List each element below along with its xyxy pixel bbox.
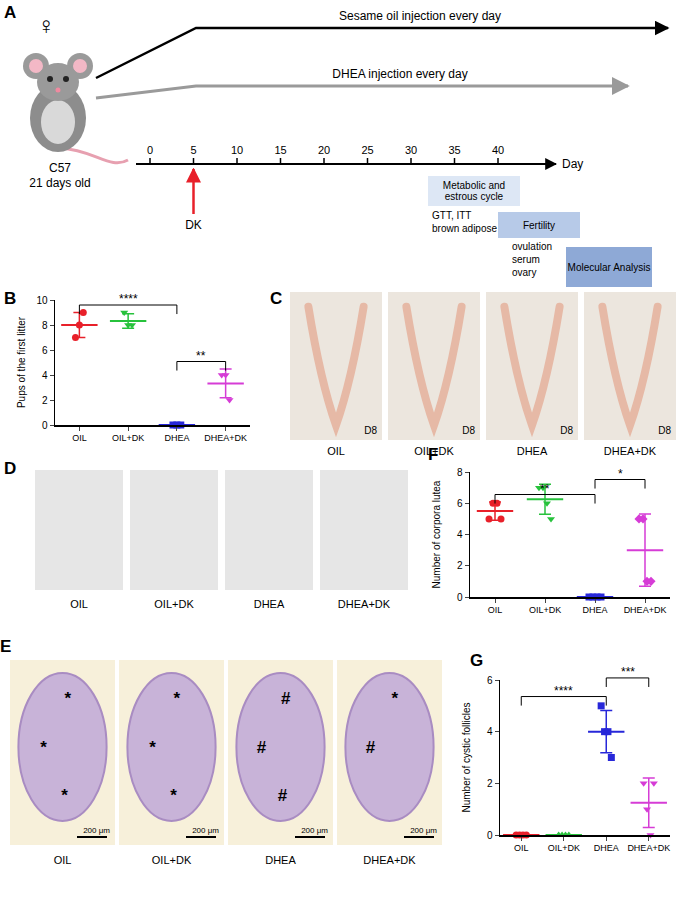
svg-text:6: 6 — [487, 675, 493, 686]
svg-text:C57: C57 — [49, 161, 71, 175]
svg-text:4: 4 — [42, 370, 48, 381]
svg-text:200 μm: 200 μm — [192, 826, 219, 835]
svg-text:**: ** — [540, 482, 550, 496]
svg-text:OIL: OIL — [70, 598, 88, 610]
svg-text:Sesame oil injection every day: Sesame oil injection every day — [339, 9, 501, 23]
svg-text:0: 0 — [487, 830, 493, 841]
svg-text:Number of cystic follicles: Number of cystic follicles — [461, 702, 472, 812]
svg-text:2: 2 — [42, 395, 48, 406]
svg-text:0: 0 — [147, 144, 153, 156]
svg-text:20: 20 — [318, 144, 330, 156]
svg-text:21 days old: 21 days old — [29, 176, 90, 190]
svg-text:****: **** — [119, 292, 138, 306]
svg-text:OIL+DK: OIL+DK — [112, 433, 144, 443]
svg-text:4: 4 — [457, 529, 463, 540]
svg-text:4: 4 — [487, 726, 493, 737]
svg-text:C: C — [270, 289, 282, 308]
svg-text:2: 2 — [487, 778, 493, 789]
svg-text:OIL: OIL — [72, 433, 87, 443]
svg-text:*: * — [170, 786, 177, 805]
svg-text:*: * — [618, 467, 623, 481]
svg-text:DHEA: DHEA — [582, 605, 607, 615]
svg-text:30: 30 — [405, 144, 417, 156]
svg-text:**: ** — [196, 349, 206, 363]
svg-text:2: 2 — [457, 560, 463, 571]
svg-text:DHEA: DHEA — [594, 843, 619, 853]
svg-text:DHEA+DK: DHEA+DK — [627, 843, 670, 853]
svg-text:DHEA: DHEA — [265, 854, 296, 866]
svg-text:#: # — [281, 689, 291, 708]
svg-text:25: 25 — [361, 144, 373, 156]
svg-text:DHEA+DK: DHEA+DK — [204, 433, 247, 443]
html-text:GTT, ITT: GTT, ITT — [432, 210, 472, 221]
html-text:ovulation: ovulation — [512, 241, 552, 252]
svg-text:D8: D8 — [560, 425, 573, 436]
svg-text:OIL+DK: OIL+DK — [154, 598, 194, 610]
html-text:serum: serum — [512, 254, 540, 265]
svg-text:8: 8 — [457, 467, 463, 478]
svg-text:40: 40 — [492, 144, 504, 156]
svg-text:Number of corpora lutea: Number of corpora lutea — [431, 480, 442, 588]
svg-text:6: 6 — [42, 345, 48, 356]
svg-text:#: # — [278, 786, 288, 805]
html-text:Fertility: Fertility — [522, 219, 556, 231]
svg-text:6: 6 — [457, 498, 463, 509]
svg-text:G: G — [470, 651, 483, 670]
svg-text:*: * — [391, 689, 398, 708]
svg-text:*: * — [40, 738, 47, 757]
svg-text:0: 0 — [457, 592, 463, 603]
svg-text:OIL+DK: OIL+DK — [152, 854, 192, 866]
svg-text:DK: DK — [185, 218, 202, 232]
svg-text:35: 35 — [448, 144, 460, 156]
svg-text:DHEA: DHEA — [517, 445, 548, 457]
svg-text:Pups of the first litter: Pups of the first litter — [16, 316, 27, 408]
svg-text:****: **** — [554, 684, 573, 698]
svg-text:OIL+DK: OIL+DK — [414, 445, 454, 457]
svg-text:10: 10 — [36, 295, 48, 306]
svg-text:♀: ♀ — [37, 12, 55, 39]
html-text:Metabolic and estrous cycle: Metabolic and estrous cycle — [442, 180, 506, 202]
svg-text:B: B — [4, 289, 16, 308]
svg-text:DHEA+DK: DHEA+DK — [338, 598, 391, 610]
svg-text:*: * — [61, 786, 68, 805]
svg-text:DHEA+DK: DHEA+DK — [363, 854, 416, 866]
svg-text:15: 15 — [274, 144, 286, 156]
svg-text:DHEA: DHEA — [254, 598, 285, 610]
svg-text:5: 5 — [190, 144, 196, 156]
svg-text:OIL+DK: OIL+DK — [529, 605, 561, 615]
svg-text:D8: D8 — [364, 425, 377, 436]
svg-text:200 μm: 200 μm — [83, 826, 110, 835]
svg-text:OIL: OIL — [514, 843, 529, 853]
svg-text:*: * — [149, 738, 156, 757]
html-text:brown adipose: brown adipose — [432, 223, 497, 234]
svg-text:DHEA: DHEA — [164, 433, 189, 443]
svg-text:F: F — [428, 445, 438, 464]
svg-text:E: E — [0, 637, 11, 656]
svg-text:DHEA+DK: DHEA+DK — [604, 445, 657, 457]
html-text:ovary: ovary — [512, 267, 537, 278]
svg-text:OIL: OIL — [327, 445, 345, 457]
svg-text:OIL: OIL — [488, 605, 503, 615]
svg-text:DHEA+DK: DHEA+DK — [624, 605, 667, 615]
svg-text:#: # — [366, 738, 376, 757]
svg-text:10: 10 — [231, 144, 243, 156]
svg-text:D: D — [4, 459, 16, 478]
svg-text:0: 0 — [42, 420, 48, 431]
svg-text:200 μm: 200 μm — [301, 826, 328, 835]
svg-text:Day: Day — [562, 157, 583, 171]
svg-text:A: A — [4, 3, 16, 22]
svg-text:200 μm: 200 μm — [410, 826, 437, 835]
svg-text:*: * — [173, 689, 180, 708]
svg-text:D8: D8 — [462, 425, 475, 436]
svg-text:DHEA injection every day: DHEA injection every day — [332, 67, 467, 81]
svg-text:OIL+DK: OIL+DK — [548, 843, 580, 853]
svg-text:*: * — [64, 689, 71, 708]
svg-text:8: 8 — [42, 320, 48, 331]
svg-text:D8: D8 — [658, 425, 671, 436]
svg-text:#: # — [257, 738, 267, 757]
svg-text:***: *** — [621, 665, 635, 679]
svg-text:OIL: OIL — [54, 854, 72, 866]
html-text:Molecular Analysis: Molecular Analysis — [567, 261, 651, 273]
